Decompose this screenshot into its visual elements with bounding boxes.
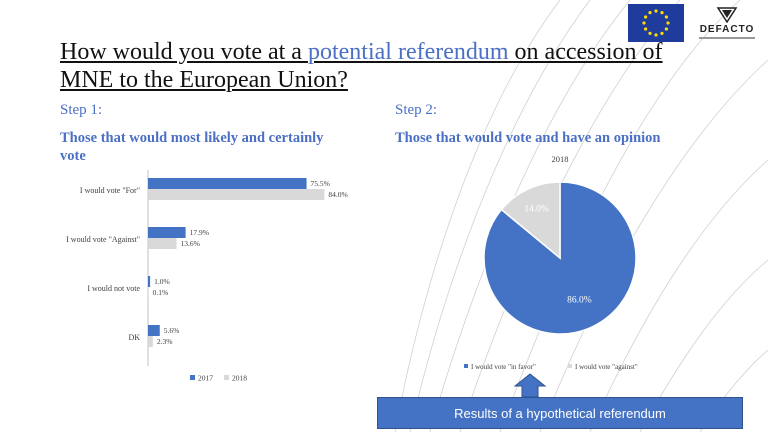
bar-category-label: DK [128,333,140,342]
step1-label: Step 1: [60,102,103,118]
pie-value-label: 86.0% [567,295,592,305]
eu-star-icon [660,31,664,35]
eu-star-icon [664,15,668,19]
legend-label-2018: 2018 [232,374,247,383]
eu-flag-logo [628,4,684,42]
page-title: How would you vote at a potential refere… [60,38,710,94]
bar-value-label: 84.0% [328,190,347,199]
step2-label: Step 2: [395,102,438,118]
eu-star-icon [666,21,670,25]
bar-2018 [148,189,325,200]
defacto-shield-icon [716,7,738,23]
eu-star-icon [664,27,668,31]
eu-star-icon [644,15,648,19]
bar-2018 [148,336,153,347]
eu-star-icon [660,11,664,15]
bar-2017 [148,325,160,336]
defacto-logo: DEFACTO [692,7,762,39]
eu-star-icon [654,33,658,37]
results-callout-text: Results of a hypothetical referendum [454,405,666,421]
bar-2018 [148,238,177,249]
legend-swatch-2017 [190,375,195,380]
bar-value-label: 0.1% [153,288,169,297]
bar-value-label: 5.6% [164,326,180,335]
title-part-1: How would you vote at a [60,39,308,65]
bar-category-label: I would vote "For" [80,186,140,195]
bar-2017 [148,276,151,287]
step2-pie-chart: 2018 86.0% 14.0% I would vote "in favor" I w… [464,154,638,371]
bar-2018 [148,287,149,298]
eu-star-icon [642,21,646,25]
title-highlight: potential referendum [307,39,509,65]
step2-description: Those that would vote and have an opinio… [395,130,661,146]
eu-star-icon [648,31,652,35]
step1-description: Those that would most likely and certain… [60,130,324,164]
step1-bar-chart: I would vote "For" 75.5% 84.0% I would vote… [66,170,348,383]
bar-category-label: I would vote "Against" [66,235,140,244]
bar-value-label: 1.0% [154,277,170,286]
eu-star-icon [654,9,658,13]
defacto-logo-underline [699,37,755,39]
pie-legend-label: I would vote "in favor" [471,363,536,371]
legend-swatch-2018 [224,375,229,380]
bar-category-label: I would not vote [87,284,140,293]
pie-legend-swatch [464,364,468,368]
bar-value-label: 2.3% [157,337,173,346]
results-callout-box: Results of a hypothetical referendum [377,397,743,429]
eu-star-icon [644,27,648,31]
bar-2017 [148,227,186,238]
pie-value-label: 14.0% [524,204,549,214]
eu-star-icon [648,11,652,15]
header-logos: DEFACTO [628,4,762,42]
pie-legend-swatch [568,364,572,368]
bar-value-label: 75.5% [311,179,330,188]
bar-value-label: 17.9% [190,228,209,237]
pie-title: 2018 [552,154,569,164]
title-part-2: on accession of MNE to the European Unio… [60,39,663,93]
defacto-logo-text: DEFACTO [699,24,755,35]
legend-label-2017: 2017 [198,374,213,383]
bar-value-label: 13.6% [181,239,200,248]
pie-slice [500,181,561,260]
pie-legend-label: I would vote "against" [575,363,638,371]
bar-2017 [148,178,307,189]
